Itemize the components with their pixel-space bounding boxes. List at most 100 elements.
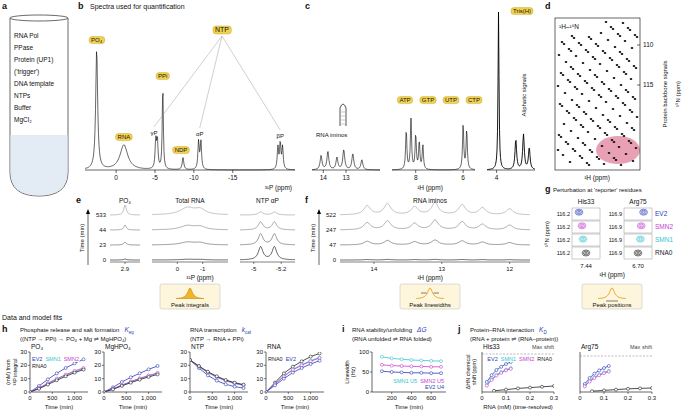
data-point <box>490 379 493 382</box>
component: Buffer <box>14 104 32 111</box>
plot-marks <box>580 356 652 392</box>
peak-dot <box>579 75 582 77</box>
peak-dot <box>575 119 578 121</box>
peak-dot <box>620 164 623 166</box>
legend-patch <box>500 356 516 362</box>
data-point <box>500 371 503 374</box>
peak-dot <box>562 74 565 76</box>
data-point <box>55 372 58 375</box>
peak-dot <box>586 82 589 84</box>
spectrum <box>312 150 380 170</box>
data-point <box>197 365 200 368</box>
peak-dot <box>590 118 593 120</box>
x-tick <box>30 392 31 394</box>
x-tick-label: 500 <box>121 395 132 401</box>
rate-constant: KD <box>539 326 547 335</box>
data-point <box>206 371 209 374</box>
contour <box>576 210 581 214</box>
peak-dot <box>606 134 609 136</box>
data-point <box>603 367 606 370</box>
method-label: Peak positions <box>592 302 631 308</box>
data-point <box>197 365 200 368</box>
legend-label: SMN1 <box>45 356 60 362</box>
data-point <box>55 379 58 382</box>
data-point <box>430 365 433 368</box>
peak-dot <box>630 78 633 80</box>
peak-box <box>572 221 600 233</box>
data-point <box>420 371 423 374</box>
y-tick-label: 50 <box>362 369 369 375</box>
data-point <box>190 359 192 362</box>
contour <box>642 211 645 213</box>
data-point <box>215 379 218 382</box>
peak-dot <box>596 76 599 78</box>
data-point <box>598 374 601 377</box>
spectrum <box>340 202 530 214</box>
tick <box>125 262 126 264</box>
data-point <box>156 365 159 368</box>
tick-label: -15 <box>228 174 238 181</box>
axis-title: Time (min) <box>79 224 85 252</box>
group-title: RNA transcription <box>190 327 237 333</box>
spectrum <box>152 259 228 261</box>
axis-title: ¹H (ppm) <box>599 271 625 279</box>
peak-label: PO₄ <box>91 37 103 43</box>
data-point <box>583 385 586 388</box>
data-point <box>104 391 106 393</box>
legend-patch <box>425 384 445 390</box>
peak-dot <box>625 153 628 155</box>
component: NTPs <box>14 92 31 99</box>
peak-dot <box>570 130 573 132</box>
peak-dot <box>602 114 605 116</box>
peak-icon <box>598 288 626 299</box>
x-tick <box>104 392 105 394</box>
peak-dot <box>619 115 622 117</box>
data-point <box>291 371 294 374</box>
y-axis-title: (Hz) <box>350 367 356 378</box>
legend-patch <box>537 356 553 362</box>
peak-dot <box>615 95 618 97</box>
contour <box>580 237 585 241</box>
x-tick <box>52 392 53 394</box>
peak-dot <box>600 32 603 34</box>
peak-label: CTP <box>468 97 480 103</box>
y-axis <box>266 352 267 392</box>
y-tick <box>28 378 30 379</box>
y-tick-label: 10 <box>94 376 101 382</box>
peak-dot <box>628 60 631 62</box>
time-arrow <box>319 212 320 265</box>
y-tick <box>28 352 30 353</box>
peak-dot <box>633 65 636 67</box>
hairpin-icon <box>340 104 346 126</box>
peak-dot <box>632 160 635 162</box>
peak-dot <box>607 39 610 41</box>
peak-dot <box>626 58 629 60</box>
peak-dot <box>603 163 606 165</box>
peak-dot <box>601 81 604 83</box>
tick <box>155 170 156 173</box>
peak-dot <box>581 93 584 95</box>
x-tick-label: 0.1 <box>502 395 511 401</box>
y-tick-label: 20 <box>20 362 27 368</box>
spectrum-label: Protein backbone signals <box>662 60 668 127</box>
panel-title: Spectra used for quantification <box>90 3 185 11</box>
peak-dot <box>636 116 639 118</box>
x-tick <box>310 392 311 394</box>
data-point <box>607 370 610 373</box>
contour <box>578 211 581 213</box>
peak-dot <box>612 108 615 110</box>
panel-letter: b <box>78 1 84 11</box>
series-line <box>30 369 84 392</box>
tick-label: 116.9 <box>609 224 622 230</box>
max-shift-label: Max shift <box>532 344 554 350</box>
peak-dot <box>618 146 621 148</box>
tick <box>373 262 374 264</box>
y-axis-title-group: Linewidth(Hz) <box>344 360 357 383</box>
data-point <box>588 380 591 383</box>
axis-title: ¹⁵N (ppm) <box>544 221 550 247</box>
x-tick-label: 1,000 <box>141 395 157 401</box>
tick <box>346 170 347 173</box>
x-tick-label: 0.2 <box>526 395 535 401</box>
data-point <box>615 388 618 391</box>
data-point <box>46 378 49 381</box>
